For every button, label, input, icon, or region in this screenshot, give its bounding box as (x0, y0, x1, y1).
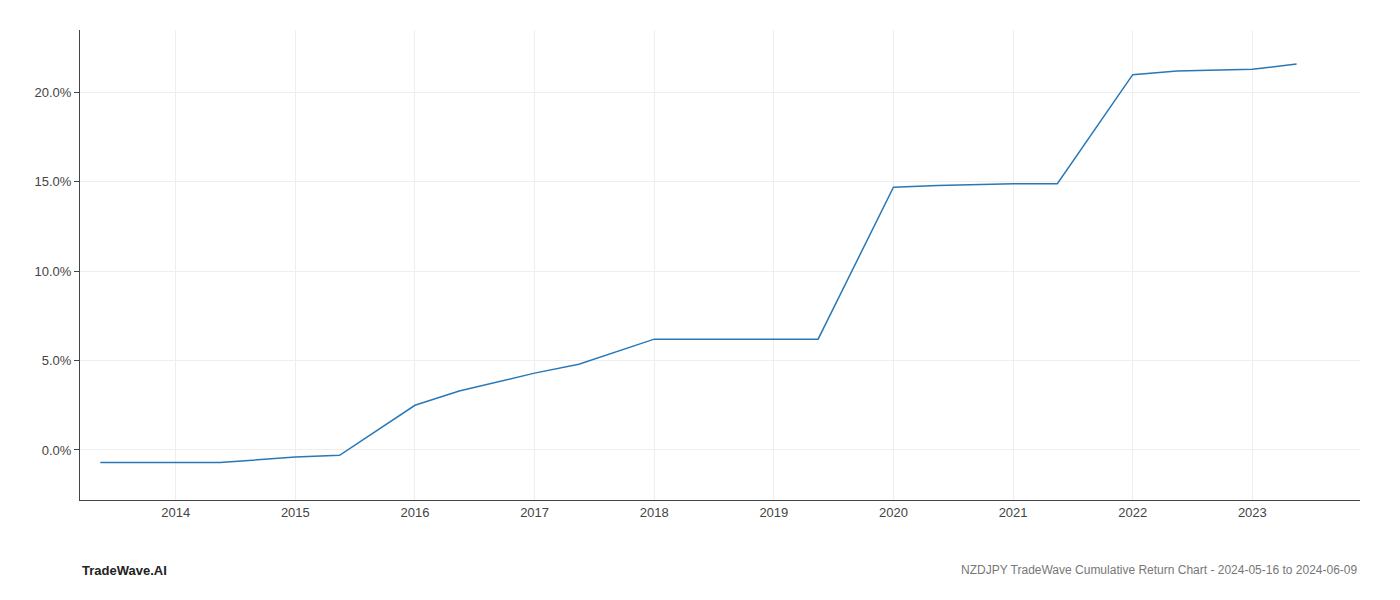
svg-text:20.0%: 20.0% (35, 85, 72, 100)
svg-text:2022: 2022 (1118, 505, 1147, 520)
svg-text:10.0%: 10.0% (35, 264, 72, 279)
svg-text:2017: 2017 (520, 505, 549, 520)
svg-text:2020: 2020 (879, 505, 908, 520)
svg-text:2018: 2018 (640, 505, 669, 520)
svg-text:TradeWave.AI: TradeWave.AI (82, 563, 167, 578)
svg-text:0.0%: 0.0% (42, 443, 72, 458)
svg-text:2016: 2016 (400, 505, 429, 520)
svg-text:2015: 2015 (281, 505, 310, 520)
svg-text:15.0%: 15.0% (35, 174, 72, 189)
svg-text:5.0%: 5.0% (42, 353, 72, 368)
svg-text:2021: 2021 (999, 505, 1028, 520)
svg-text:2014: 2014 (161, 505, 190, 520)
svg-text:NZDJPY TradeWave Cumulative Re: NZDJPY TradeWave Cumulative Return Chart… (961, 563, 1358, 577)
svg-text:2023: 2023 (1238, 505, 1267, 520)
svg-text:2019: 2019 (759, 505, 788, 520)
